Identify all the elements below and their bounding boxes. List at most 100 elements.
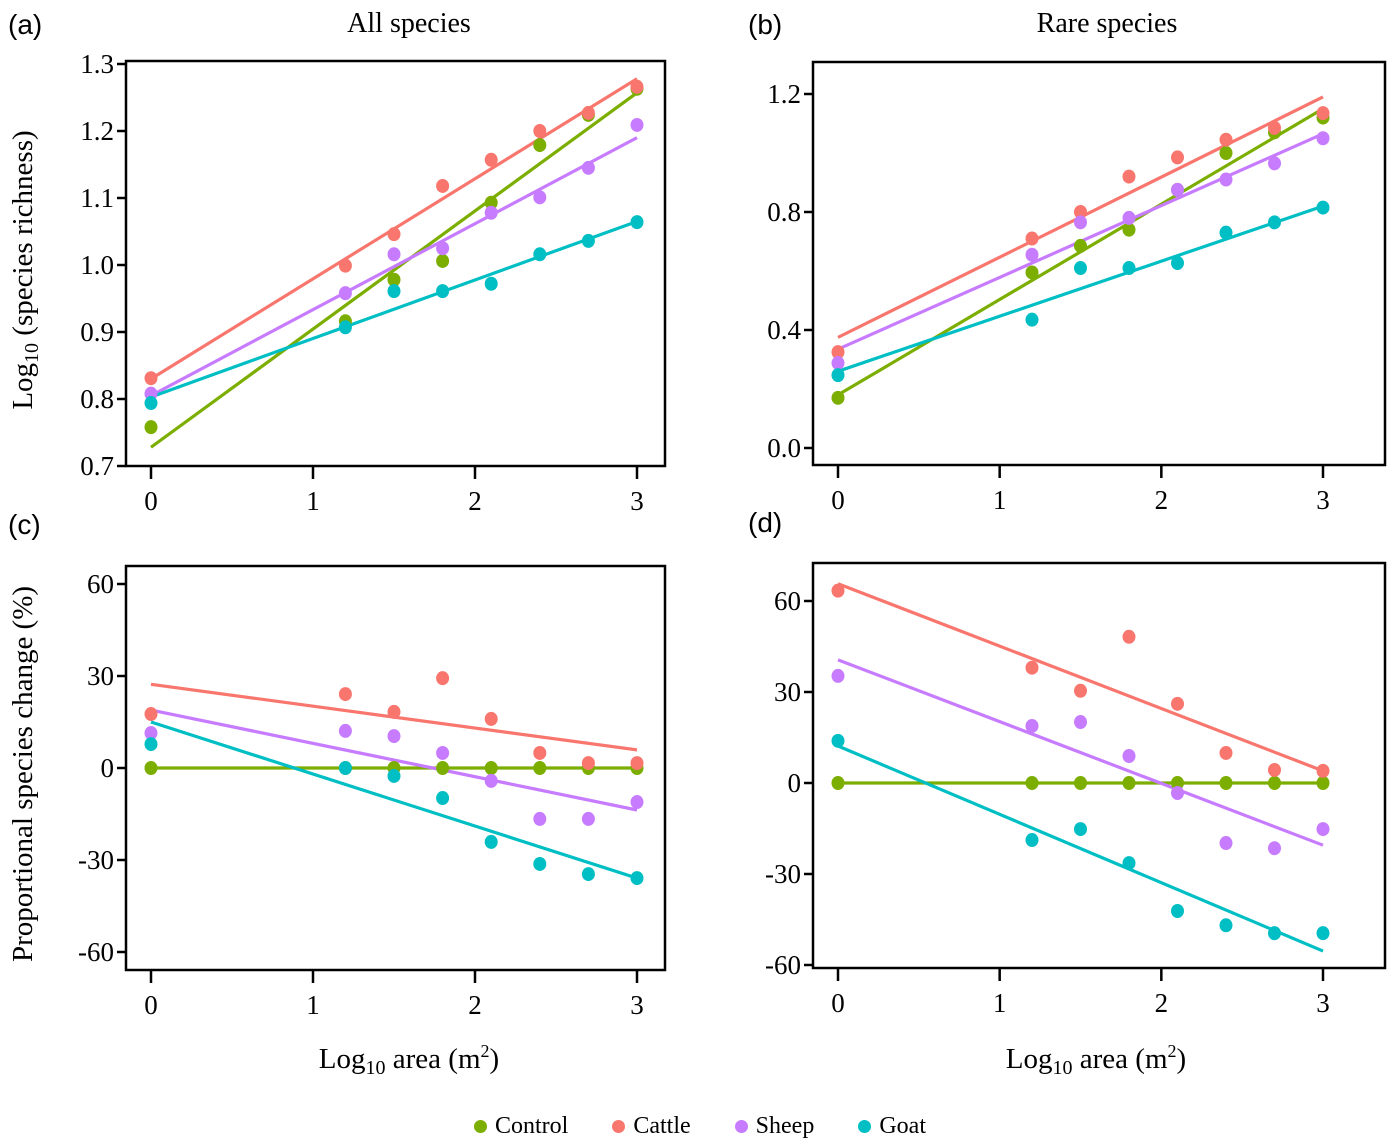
x-axis-title-c: Log10 area (m2) — [319, 1041, 499, 1079]
point-sheep-b — [831, 356, 845, 371]
point-cattle-c — [387, 704, 401, 719]
point-cattle-d — [1074, 683, 1087, 698]
x-tick-label-d: 3 — [1316, 988, 1330, 1018]
point-control-a — [533, 138, 547, 153]
point-cattle-a — [533, 124, 547, 138]
point-cattle-b — [831, 345, 845, 360]
panel-letter-a: (a) — [8, 9, 42, 40]
point-control-d — [1268, 776, 1281, 790]
point-sheep-c — [338, 723, 352, 738]
point-goat-a — [387, 284, 401, 299]
x-tick-label-d: 1 — [993, 988, 1007, 1018]
y-tick-label-a: 0.7 — [80, 451, 114, 481]
point-goat-b — [831, 368, 845, 383]
point-sheep-a — [387, 247, 401, 262]
x-tick-label-b: 1 — [993, 485, 1007, 515]
point-goat-b — [1025, 312, 1039, 327]
point-cattle-d — [1171, 696, 1184, 711]
point-goat-c — [484, 834, 498, 849]
x-tick-label-a: 3 — [630, 486, 644, 516]
point-sheep-c — [387, 729, 401, 744]
point-cattle-c — [581, 756, 595, 771]
panel-letter-d: (d) — [748, 507, 782, 538]
x-tick-label-a: 1 — [306, 486, 320, 516]
point-goat-b — [1171, 256, 1184, 271]
x-axis-title-d: Log10 area (m2) — [1006, 1041, 1186, 1079]
point-goat-d — [1025, 833, 1039, 848]
point-cattle-b — [1122, 169, 1136, 184]
legend-label-cattle: Cattle — [633, 1112, 691, 1139]
point-cattle-b — [1219, 132, 1233, 147]
y-tick-label-b: 0.8 — [767, 197, 801, 227]
y-tick-label-d: 30 — [774, 677, 801, 707]
point-cattle-d — [1122, 629, 1136, 644]
point-sheep-a — [630, 117, 644, 132]
plot-frame-b — [811, 60, 1387, 467]
point-goat-b — [1219, 225, 1233, 240]
point-control-a — [436, 253, 450, 268]
y-tick-label-a: 1.1 — [80, 183, 114, 213]
point-cattle-b — [1316, 106, 1330, 121]
panel-letter-b: (b) — [748, 9, 782, 40]
point-goat-b — [1316, 200, 1330, 215]
fit-line-goat-d — [837, 744, 1324, 953]
y-tick-label-c: 0 — [101, 753, 115, 783]
point-sheep-d — [1219, 836, 1233, 851]
point-goat-d — [1268, 926, 1281, 941]
point-cattle-d — [831, 583, 845, 598]
point-control-a — [387, 272, 401, 287]
x-tick-label-c: 0 — [144, 990, 158, 1020]
panel-a-plot: 0.7 0.8 0.9 1.0 1.1 1.2 1.3 0 1 2 3 — [80, 49, 667, 516]
y-tick-label-a: 0.9 — [80, 317, 114, 347]
point-goat-d — [1074, 822, 1087, 837]
point-cattle-d — [1316, 763, 1330, 778]
fit-line-cattle-d — [837, 582, 1324, 773]
point-cattle-d — [1025, 660, 1039, 675]
point-cattle-c — [144, 707, 158, 722]
point-control-c — [144, 761, 158, 775]
x-tick-label-c: 1 — [306, 990, 320, 1020]
point-cattle-c — [436, 671, 450, 686]
point-cattle-c — [338, 687, 352, 702]
fit-line-goat-b — [837, 204, 1324, 373]
point-cattle-a — [338, 258, 352, 273]
point-goat-a — [436, 284, 450, 299]
panel-d-plot: -60 -30 0 30 60 0 1 2 3 — [765, 561, 1387, 1018]
point-cattle-c — [484, 711, 498, 726]
plot-frame-a — [124, 59, 667, 468]
legend-item-goat: Goat — [858, 1113, 926, 1140]
point-control-b — [1074, 238, 1087, 253]
point-sheep-d — [1171, 786, 1184, 801]
point-control-d — [1025, 776, 1039, 790]
y-tick-label-b: 0.0 — [767, 433, 801, 463]
point-cattle-b — [1171, 150, 1184, 165]
legend-label-sheep: Sheep — [755, 1112, 815, 1139]
point-goat-a — [581, 233, 595, 248]
point-goat-d — [1316, 926, 1330, 941]
point-goat-b — [1074, 261, 1087, 276]
point-sheep-b — [1316, 131, 1330, 146]
x-tick-label-c: 2 — [468, 990, 482, 1020]
point-cattle-a — [581, 105, 595, 120]
point-sheep-a — [581, 160, 595, 175]
point-cattle-d — [1219, 745, 1233, 760]
point-cattle-a — [630, 79, 644, 94]
y-tick-label-b: 1.2 — [767, 79, 801, 109]
point-control-c — [484, 761, 498, 775]
panel-letter-c: (c) — [8, 509, 41, 540]
point-sheep-c — [436, 745, 450, 760]
y-tick-label-d: 0 — [788, 768, 802, 798]
point-goat-d — [1219, 918, 1233, 933]
point-control-d — [831, 776, 845, 790]
point-goat-a — [533, 247, 547, 262]
legend-item-cattle: Cattle — [612, 1112, 691, 1140]
point-control-d — [1074, 776, 1087, 790]
panel-title-b: Rare species — [1037, 8, 1178, 39]
point-cattle-d — [1268, 762, 1281, 777]
legend-swatch-control — [474, 1119, 487, 1133]
point-sheep-a — [436, 241, 450, 256]
point-control-a — [484, 195, 498, 210]
point-goat-c — [387, 768, 401, 783]
y-tick-label-c: 60 — [87, 569, 114, 599]
point-goat-a — [630, 215, 644, 230]
